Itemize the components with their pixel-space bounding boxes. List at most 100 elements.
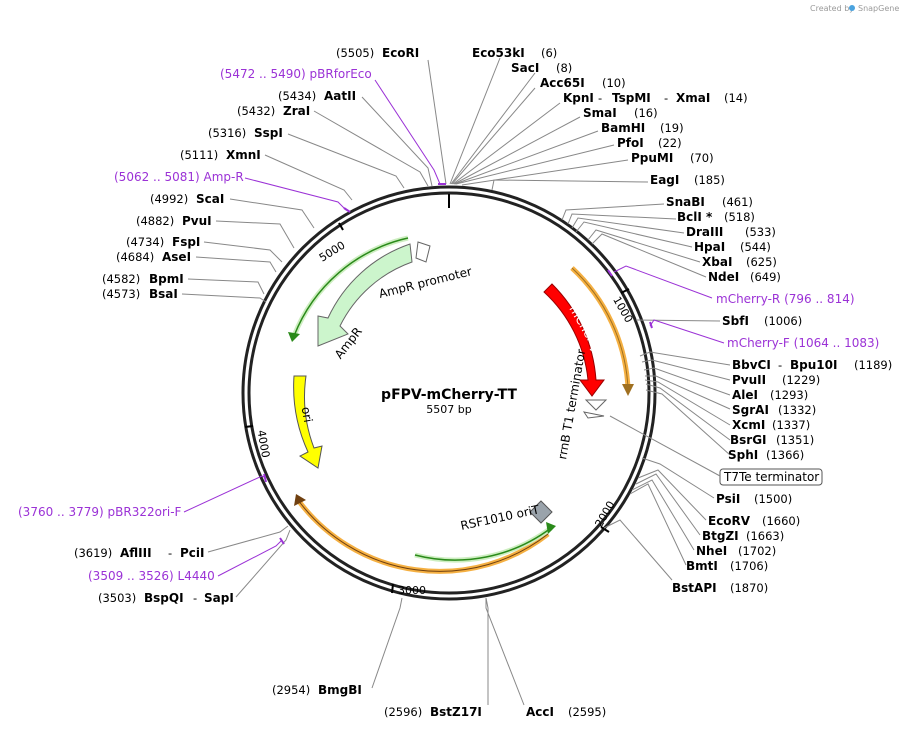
tick-label-5000: 5000 (317, 239, 348, 265)
leader-eagi (491, 179, 649, 191)
site-name-ecori: EcoRI (382, 46, 419, 60)
credit-brand: SnapGene (858, 4, 899, 13)
ampr-green-core (293, 237, 409, 337)
site-pos-eco53ki: (6) (541, 46, 557, 60)
mark-ampr-primer (343, 207, 351, 213)
site-name-bamhi: BamHI (601, 121, 645, 135)
site-pos-psii: (1500) (754, 492, 792, 506)
leader-sphi (645, 389, 731, 456)
leader-bsrgi (645, 383, 731, 441)
site-pos-bsai: (4573) (102, 287, 140, 301)
tick-label-3000: 3000 (398, 584, 426, 597)
site-pos-hpai: (544) (740, 240, 771, 254)
leader-xmni (264, 154, 353, 201)
tick-mark-2000 (600, 526, 610, 533)
leader-sbfi (635, 319, 721, 322)
arc-orange-upper-core (571, 267, 629, 389)
site-name-alei: AleI (732, 388, 758, 402)
ampr-feature-arrow (317, 243, 413, 347)
leader-mcherry-f (649, 319, 725, 344)
site-pos-bcli: (518) (724, 210, 755, 224)
site-name-pvuii: PvuII (732, 373, 766, 387)
site-name-xmni: XmnI (226, 148, 261, 162)
site-pos-sbfi: (1006) (764, 314, 802, 328)
ori-feature-arrow (293, 375, 323, 469)
leader-ecori (427, 59, 447, 185)
site-sep-kpni-2: - (664, 91, 668, 105)
backbone-outer (241, 185, 657, 601)
leader-aatii (361, 96, 433, 187)
leader-alei (643, 367, 731, 396)
site-pos-saci: (8) (556, 61, 572, 75)
leader-bsai (181, 293, 267, 303)
site-pos-smai: (16) (634, 106, 658, 120)
site-pos-pvui: (4882) (136, 214, 174, 228)
leader-ampr-primer (244, 177, 347, 211)
leader-psii (641, 457, 715, 499)
site-name-aatii: AatII (324, 89, 356, 103)
site-name-asei: AseI (162, 250, 191, 264)
feature-label-t7te: T7Te terminator (723, 470, 819, 484)
site-name-bmgbi: BmgBI (318, 683, 362, 697)
site-sep-bspqi: - (193, 591, 197, 605)
site-name-sbfi: SbfI (722, 314, 749, 328)
site-pos-eagi: (185) (694, 173, 725, 187)
site-name-eco53ki: Eco53kI (472, 46, 525, 60)
mark-pbr322ori (263, 473, 267, 483)
site-pos-sgrai: (1332) (778, 403, 816, 417)
tick-mark-4000 (244, 425, 254, 428)
site-name-tspmi: TspMI (612, 91, 651, 105)
site-name-bpu10i: Bpu10I (790, 358, 837, 372)
site-name-bsai: BsaI (149, 287, 178, 301)
leader-snabi (561, 203, 665, 221)
leader-bpmi (187, 278, 265, 295)
amp-promoter-arrow (415, 241, 431, 263)
leader-bspqi (235, 529, 291, 598)
site-name-bmti: BmtI (686, 559, 718, 573)
site-name-snabi: SnaBI (666, 195, 705, 209)
site-pos-alei: (1293) (770, 388, 808, 402)
arc-orange-upper-arrow (622, 384, 634, 396)
leader-eco53ki (449, 57, 501, 185)
leader-bstapi (603, 519, 673, 581)
site-name-sphi: SphI (728, 448, 758, 462)
site-name-pvui: PvuI (182, 214, 212, 228)
rrnb-terminator-symbol (584, 399, 608, 411)
site-pos-snabi: (461) (722, 195, 753, 209)
site-pos-bsrgi: (1351) (776, 433, 814, 447)
mark-mcherry-f (649, 321, 653, 329)
leader-pbr322ori (183, 475, 267, 513)
plasmid-size: 5507 bp (426, 403, 471, 416)
site-name-sapi: SapI (204, 591, 234, 605)
site-name-zrai: ZraI (283, 104, 310, 118)
leader-bamhi (454, 130, 599, 185)
leader-pvuii (641, 359, 731, 381)
site-name-xmai: XmaI (676, 91, 710, 105)
primer-label-l4440: (3509 .. 3526) L4440 (88, 569, 215, 583)
leader-pvui (215, 220, 295, 249)
rsf-green-core (414, 527, 552, 561)
site-name-kpni: KpnI (563, 91, 594, 105)
leader-pbrforeco (374, 79, 441, 185)
site-pos-bspqi: (3503) (98, 591, 136, 605)
site-pos-scai: (4992) (150, 192, 188, 206)
primer-label-pbrforeco: (5472 .. 5490) pBRforEco (220, 67, 372, 81)
site-name-pcii: PciI (180, 546, 205, 560)
plasmid-name: pFPV-mCherry-TT (381, 387, 517, 403)
tick-mark-1000 (620, 288, 630, 294)
t7te-terminator-symbol (582, 411, 605, 419)
ampr-green-arrow (288, 332, 300, 342)
mcherry-feature-arrow (543, 283, 605, 397)
leader-asei (195, 256, 277, 273)
leader-mcherry-r (613, 265, 713, 299)
site-pos-xmni: (5111) (180, 148, 218, 162)
primer-label-mcherry-f: mCherry-F (1064 .. 1083) (727, 336, 879, 350)
site-name-bsrgi: BsrGI (730, 433, 767, 447)
site-sep-afliii: - (168, 546, 172, 560)
site-pos-xcmi: (1337) (772, 418, 810, 432)
site-name-bbvci: BbvCI (732, 358, 771, 372)
site-name-ecorv: EcoRV (708, 514, 751, 528)
site-name-bpmi: BpmI (149, 272, 184, 286)
site-sep-bbvci: - (778, 358, 782, 372)
